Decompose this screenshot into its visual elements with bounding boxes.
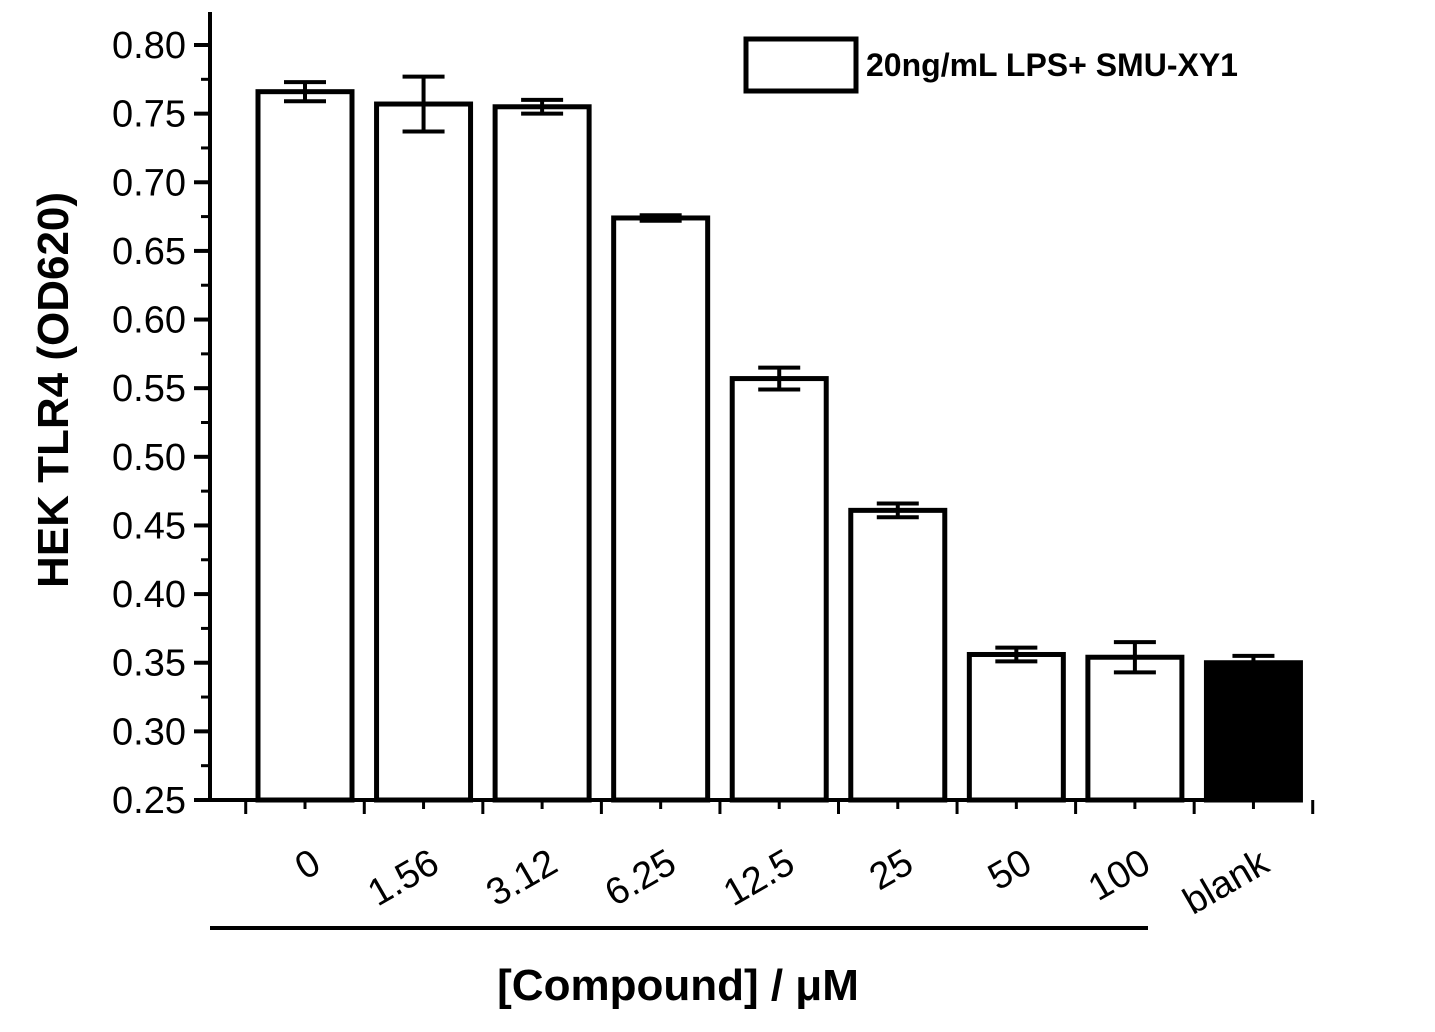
category-label: 3.12 bbox=[480, 841, 565, 914]
category-label: 0 bbox=[288, 841, 327, 888]
bar bbox=[374, 101, 474, 803]
legend: 20ng/mL LPS+ SMU-XY1 bbox=[743, 36, 1238, 94]
y-axis-title: HEK TLR4 (OD620) bbox=[29, 192, 78, 588]
legend-swatch bbox=[743, 36, 859, 94]
category-label: blank bbox=[1176, 841, 1277, 923]
category-label: 12.5 bbox=[717, 841, 802, 914]
category-label: 6.25 bbox=[598, 841, 683, 914]
y-tick-label: 0.50 bbox=[112, 437, 186, 479]
y-tick-label: 0.40 bbox=[112, 574, 186, 616]
bar bbox=[966, 651, 1066, 803]
bar bbox=[1085, 654, 1185, 803]
category-label: 25 bbox=[863, 841, 921, 899]
category-label: 100 bbox=[1081, 841, 1157, 909]
x-axis-title: [Compound] / μM bbox=[497, 961, 859, 1010]
y-axis-ticks: 0.25 0.30 0.35 0.40 0.45 0.50 0.55 0.60 0.65 0.70… bbox=[112, 25, 210, 822]
y-tick-label: 0.60 bbox=[112, 300, 186, 342]
bar bbox=[848, 507, 948, 803]
bar bbox=[255, 89, 355, 803]
y-tick-label: 0.35 bbox=[112, 643, 186, 685]
category-label: 50 bbox=[981, 841, 1039, 899]
error-bars bbox=[284, 74, 1275, 675]
bar bbox=[611, 215, 711, 803]
bars bbox=[255, 89, 1303, 803]
category-labels: 0 1.56 3.12 6.25 12.5 25 50 100 blank bbox=[288, 841, 1277, 923]
y-tick-label: 0.55 bbox=[112, 368, 186, 410]
bar bbox=[492, 104, 592, 803]
bar bbox=[729, 376, 829, 803]
y-tick-label: 0.75 bbox=[112, 94, 186, 136]
bar bbox=[1203, 660, 1303, 803]
y-tick-label: 0.70 bbox=[112, 162, 186, 204]
y-tick-label: 0.65 bbox=[112, 231, 186, 273]
y-tick-label: 0.45 bbox=[112, 505, 186, 547]
y-tick-label: 0.30 bbox=[112, 711, 186, 753]
y-tick-label: 0.80 bbox=[112, 25, 186, 67]
y-tick-label: 0.25 bbox=[112, 780, 186, 822]
category-label: 1.56 bbox=[361, 841, 446, 914]
legend-label: 20ng/mL LPS+ SMU-XY1 bbox=[866, 47, 1238, 83]
